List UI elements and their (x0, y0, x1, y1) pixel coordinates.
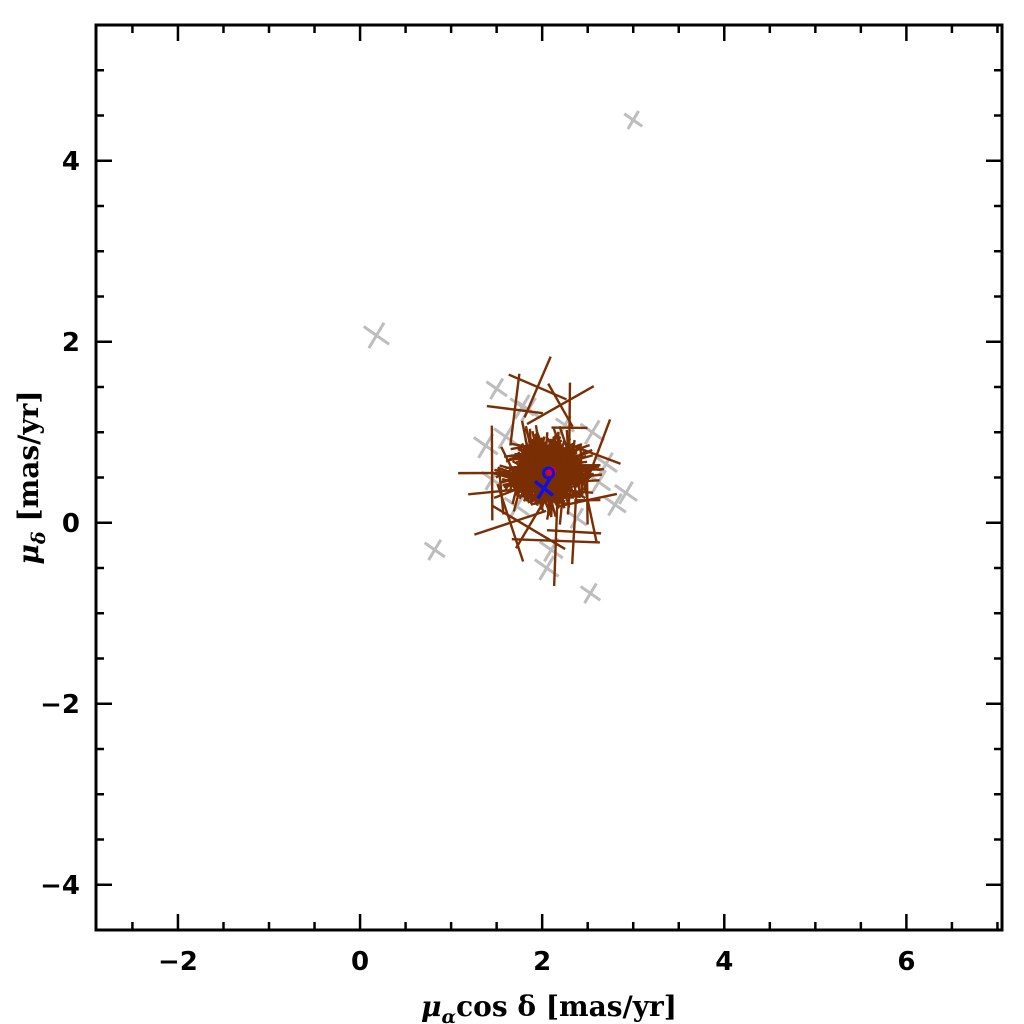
x-tick-label: 2 (533, 947, 551, 977)
y-tick-label: 4 (62, 147, 80, 177)
x-tick-label: 6 (897, 947, 915, 977)
member-star (558, 457, 618, 543)
member-star (486, 373, 544, 446)
member-star (551, 382, 588, 473)
y-tick-label: −4 (40, 871, 80, 901)
x-axis-label: μαcos δ [mas/yr] (421, 990, 677, 1024)
y-tick-label: −2 (40, 690, 80, 720)
field-star (613, 480, 638, 505)
x-tick-label: −2 (158, 947, 198, 977)
mean-cross-blue (533, 477, 555, 500)
x-tick-label: 4 (715, 947, 733, 977)
member-star (539, 478, 564, 520)
field-star (603, 493, 627, 517)
member-star (468, 467, 535, 515)
x-tick-label: 0 (351, 947, 369, 977)
field-stars-layer (362, 110, 644, 604)
member-star (508, 356, 568, 418)
field-star (579, 419, 605, 445)
y-tick-label: 0 (62, 509, 80, 539)
member-star (526, 383, 595, 428)
member-star (511, 495, 600, 587)
member-star (572, 419, 621, 491)
field-star (485, 377, 508, 400)
field-star (593, 451, 618, 476)
tick-labels: −2 0 2 4 6 −4 −2 0 2 4 (40, 147, 915, 977)
y-tick-label: 2 (62, 328, 80, 358)
field-star (623, 110, 644, 130)
member-star (458, 425, 527, 521)
field-star (579, 582, 602, 604)
field-star (472, 433, 499, 459)
field-star (565, 507, 588, 529)
member-star (493, 475, 550, 500)
mean-markers-layer (533, 466, 557, 500)
plot-frame (94, 23, 1004, 932)
field-star (423, 538, 446, 561)
field-star (362, 321, 390, 349)
field-star (503, 493, 530, 520)
member-star (474, 483, 547, 562)
y-axis-label: μδ [mas/yr] (12, 390, 50, 564)
field-star (493, 424, 519, 450)
